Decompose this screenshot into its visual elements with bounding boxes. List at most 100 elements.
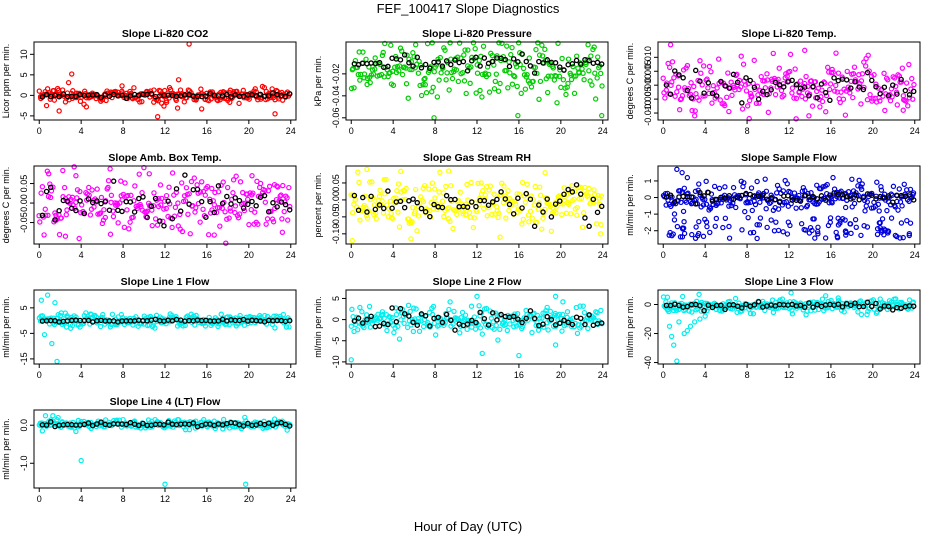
- data-point: [540, 215, 546, 221]
- data-point: [696, 97, 702, 103]
- data-point: [479, 94, 485, 100]
- x-tick-label: 24: [598, 126, 608, 136]
- data-point: [862, 63, 869, 69]
- mean-point: [730, 71, 737, 78]
- outlier-point: [684, 174, 691, 181]
- x-tick-label: 20: [244, 250, 254, 260]
- data-point: [756, 222, 763, 228]
- mean-point: [801, 84, 808, 90]
- mean-point: [831, 75, 837, 81]
- data-point: [73, 314, 79, 320]
- data-point: [843, 229, 849, 236]
- outlier-point: [674, 358, 680, 364]
- data-point: [789, 311, 796, 317]
- data-point: [64, 207, 70, 213]
- data-point: [97, 210, 104, 216]
- mean-point: [43, 91, 50, 98]
- data-point: [691, 83, 697, 90]
- data-point: [461, 52, 467, 58]
- data-point: [776, 65, 782, 71]
- panel-ylabel: Licor ppm per min.: [1, 44, 11, 119]
- data-point: [528, 193, 534, 199]
- data-point: [172, 204, 179, 211]
- data-point: [519, 179, 526, 186]
- data-point: [571, 196, 577, 203]
- data-point: [726, 223, 732, 230]
- mean-point: [806, 300, 812, 306]
- mean-point: [755, 299, 762, 305]
- x-tick-label: 4: [79, 250, 84, 260]
- data-point: [741, 180, 747, 186]
- mean-point: [692, 201, 699, 207]
- data-point: [407, 66, 413, 73]
- data-point: [395, 323, 401, 330]
- data-point: [898, 220, 905, 226]
- data-point: [446, 204, 452, 211]
- data-point: [350, 66, 356, 72]
- x-tick-label: 8: [121, 370, 126, 380]
- data-point: [858, 186, 865, 193]
- mean-point: [136, 422, 142, 429]
- y-tick-label: -5: [19, 112, 29, 120]
- data-point: [858, 78, 865, 84]
- mean-point: [582, 215, 588, 221]
- data-point: [459, 309, 466, 316]
- y-tick-label: -0.02: [331, 64, 341, 85]
- data-point: [780, 229, 786, 235]
- x-tick-label: 8: [745, 370, 750, 380]
- mean-point: [885, 303, 892, 310]
- mean-point: [385, 63, 391, 70]
- y-tick-label: -1.0: [19, 456, 29, 472]
- data-point: [675, 84, 682, 90]
- y-tick-label: -0.10: [331, 224, 341, 245]
- data-point: [784, 181, 790, 187]
- data-point: [373, 216, 379, 222]
- mean-point: [569, 189, 576, 195]
- mean-point: [531, 70, 538, 76]
- data-point: [83, 310, 89, 316]
- mean-point: [182, 172, 188, 178]
- data-point: [443, 183, 449, 190]
- panel-ylabel: ml/min per min.: [625, 296, 635, 358]
- mean-point: [734, 79, 741, 86]
- mean-point: [515, 59, 521, 65]
- data-point: [864, 311, 870, 318]
- data-point: [187, 231, 193, 237]
- mean-point: [890, 307, 896, 313]
- mean-point: [477, 309, 483, 316]
- mean-point: [835, 301, 842, 307]
- data-point: [702, 196, 708, 203]
- data-point: [355, 71, 361, 78]
- data-point: [185, 211, 191, 217]
- outlier-point: [474, 293, 480, 300]
- data-point: [156, 196, 162, 202]
- x-tick-label: 24: [910, 370, 920, 380]
- data-point: [768, 217, 774, 223]
- data-point: [179, 228, 186, 235]
- mean-point: [873, 84, 879, 90]
- data-point: [527, 208, 534, 215]
- data-point: [496, 40, 502, 46]
- data-point: [80, 320, 87, 327]
- data-point: [592, 70, 598, 76]
- mean-point: [228, 94, 234, 100]
- data-point: [486, 71, 492, 78]
- mean-point: [473, 54, 479, 61]
- data-point: [697, 58, 703, 64]
- y-tick-label: 5: [331, 296, 341, 301]
- mean-point: [672, 199, 678, 205]
- data-point: [389, 314, 395, 321]
- data-point: [553, 210, 559, 216]
- data-point: [851, 64, 858, 70]
- mean-point: [827, 97, 833, 104]
- outlier-point: [806, 113, 812, 119]
- mean-point: [485, 60, 492, 67]
- x-tick-label: 0: [37, 126, 42, 136]
- data-point: [692, 235, 699, 241]
- mean-point: [540, 321, 546, 327]
- mean-point: [489, 199, 496, 205]
- data-point: [413, 306, 419, 312]
- data-point: [102, 214, 109, 221]
- data-point: [707, 229, 713, 236]
- data-point: [679, 293, 686, 300]
